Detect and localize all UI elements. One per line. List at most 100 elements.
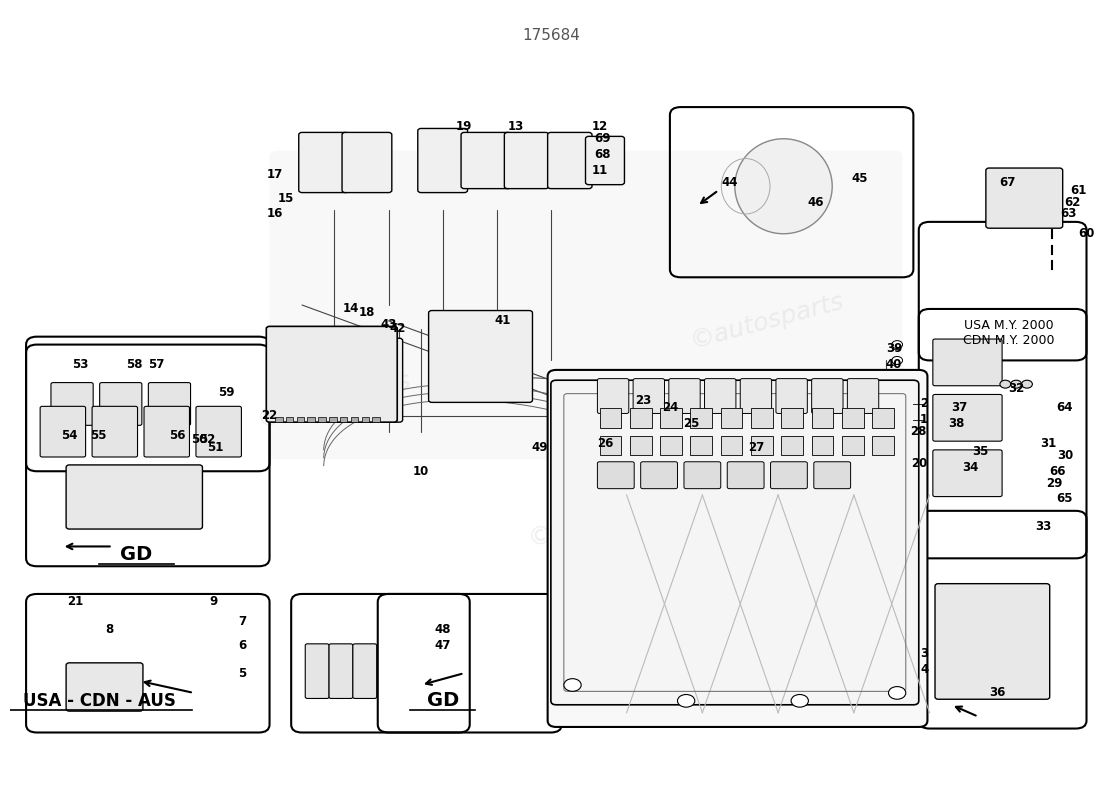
Text: 28: 28 (911, 425, 927, 438)
Bar (872, 408, 894, 428)
FancyBboxPatch shape (504, 133, 549, 189)
Bar (340, 418, 348, 422)
FancyBboxPatch shape (597, 378, 629, 414)
Text: 52: 52 (199, 433, 214, 446)
Circle shape (791, 694, 808, 707)
Text: 59: 59 (218, 386, 234, 398)
Text: 3: 3 (920, 647, 928, 660)
FancyBboxPatch shape (196, 406, 241, 457)
Text: 44: 44 (722, 176, 738, 189)
FancyBboxPatch shape (548, 370, 927, 727)
Text: 61: 61 (1070, 184, 1087, 197)
Bar (691, 408, 712, 428)
FancyBboxPatch shape (812, 378, 843, 414)
Text: 42: 42 (389, 322, 406, 335)
Bar (660, 408, 682, 428)
FancyBboxPatch shape (933, 450, 1002, 497)
Text: 29: 29 (1046, 477, 1063, 490)
FancyBboxPatch shape (305, 644, 329, 698)
Text: 15: 15 (277, 192, 294, 205)
Text: 19: 19 (456, 120, 473, 134)
Text: 25: 25 (683, 418, 700, 430)
Circle shape (892, 341, 902, 349)
Text: 23: 23 (635, 394, 651, 406)
Text: USA - CDN - AUS: USA - CDN - AUS (23, 692, 176, 710)
Bar (275, 418, 283, 422)
Bar (751, 408, 772, 428)
FancyBboxPatch shape (684, 462, 721, 489)
Text: 66: 66 (1049, 465, 1066, 478)
Bar (781, 408, 803, 428)
Text: 14: 14 (342, 302, 359, 315)
Bar (751, 436, 772, 455)
Text: 67: 67 (999, 176, 1015, 189)
Text: 7: 7 (239, 615, 246, 628)
Text: 27: 27 (748, 441, 764, 454)
Circle shape (564, 678, 581, 691)
Circle shape (892, 357, 902, 364)
Text: 17: 17 (267, 168, 283, 181)
Bar (872, 436, 894, 455)
Text: 53: 53 (72, 358, 88, 371)
Bar (812, 408, 834, 428)
Bar (600, 436, 621, 455)
Bar (362, 418, 370, 422)
FancyBboxPatch shape (933, 394, 1002, 441)
FancyBboxPatch shape (548, 133, 592, 189)
Text: 62: 62 (1064, 195, 1080, 209)
Text: 21: 21 (67, 595, 82, 608)
Text: 63: 63 (1060, 207, 1076, 221)
FancyBboxPatch shape (704, 378, 736, 414)
FancyBboxPatch shape (597, 462, 635, 489)
Text: 1: 1 (920, 414, 928, 426)
FancyBboxPatch shape (66, 663, 143, 711)
Bar (842, 408, 864, 428)
FancyBboxPatch shape (51, 382, 94, 426)
Text: 46: 46 (807, 195, 824, 209)
FancyBboxPatch shape (40, 406, 86, 457)
FancyBboxPatch shape (640, 462, 678, 489)
FancyBboxPatch shape (92, 406, 138, 457)
Bar (351, 418, 359, 422)
FancyBboxPatch shape (814, 462, 850, 489)
Text: 175684: 175684 (521, 28, 580, 43)
Text: 38: 38 (948, 418, 965, 430)
Bar (781, 436, 803, 455)
Circle shape (1022, 380, 1033, 388)
Bar (812, 436, 834, 455)
Circle shape (889, 686, 905, 699)
Text: 12: 12 (592, 120, 607, 134)
Text: 31: 31 (1041, 437, 1057, 450)
Bar (630, 408, 651, 428)
Text: 8: 8 (106, 623, 113, 636)
FancyBboxPatch shape (770, 462, 807, 489)
Text: 6: 6 (239, 639, 246, 652)
Text: 5: 5 (239, 666, 246, 680)
Bar (720, 408, 742, 428)
FancyBboxPatch shape (585, 136, 625, 185)
FancyBboxPatch shape (418, 129, 468, 193)
Bar (286, 418, 294, 422)
Text: 54: 54 (62, 429, 78, 442)
Text: GD: GD (427, 691, 459, 710)
FancyBboxPatch shape (551, 380, 918, 705)
Text: 58: 58 (126, 358, 143, 371)
FancyBboxPatch shape (935, 584, 1049, 699)
Text: 37: 37 (950, 402, 967, 414)
FancyBboxPatch shape (353, 644, 376, 698)
FancyBboxPatch shape (266, 326, 397, 422)
Text: 13: 13 (508, 120, 525, 134)
Text: 22: 22 (262, 410, 277, 422)
FancyBboxPatch shape (847, 378, 879, 414)
Text: 65: 65 (1057, 493, 1074, 506)
Text: 69: 69 (595, 132, 612, 146)
Text: 2: 2 (920, 398, 928, 410)
Text: 55: 55 (90, 429, 107, 442)
Bar (307, 418, 315, 422)
Text: ©autosparts: ©autosparts (526, 486, 684, 551)
Bar (630, 436, 651, 455)
Text: 18: 18 (359, 306, 375, 319)
Circle shape (678, 694, 695, 707)
Text: ©autosparts: ©autosparts (255, 368, 414, 432)
FancyBboxPatch shape (727, 462, 764, 489)
